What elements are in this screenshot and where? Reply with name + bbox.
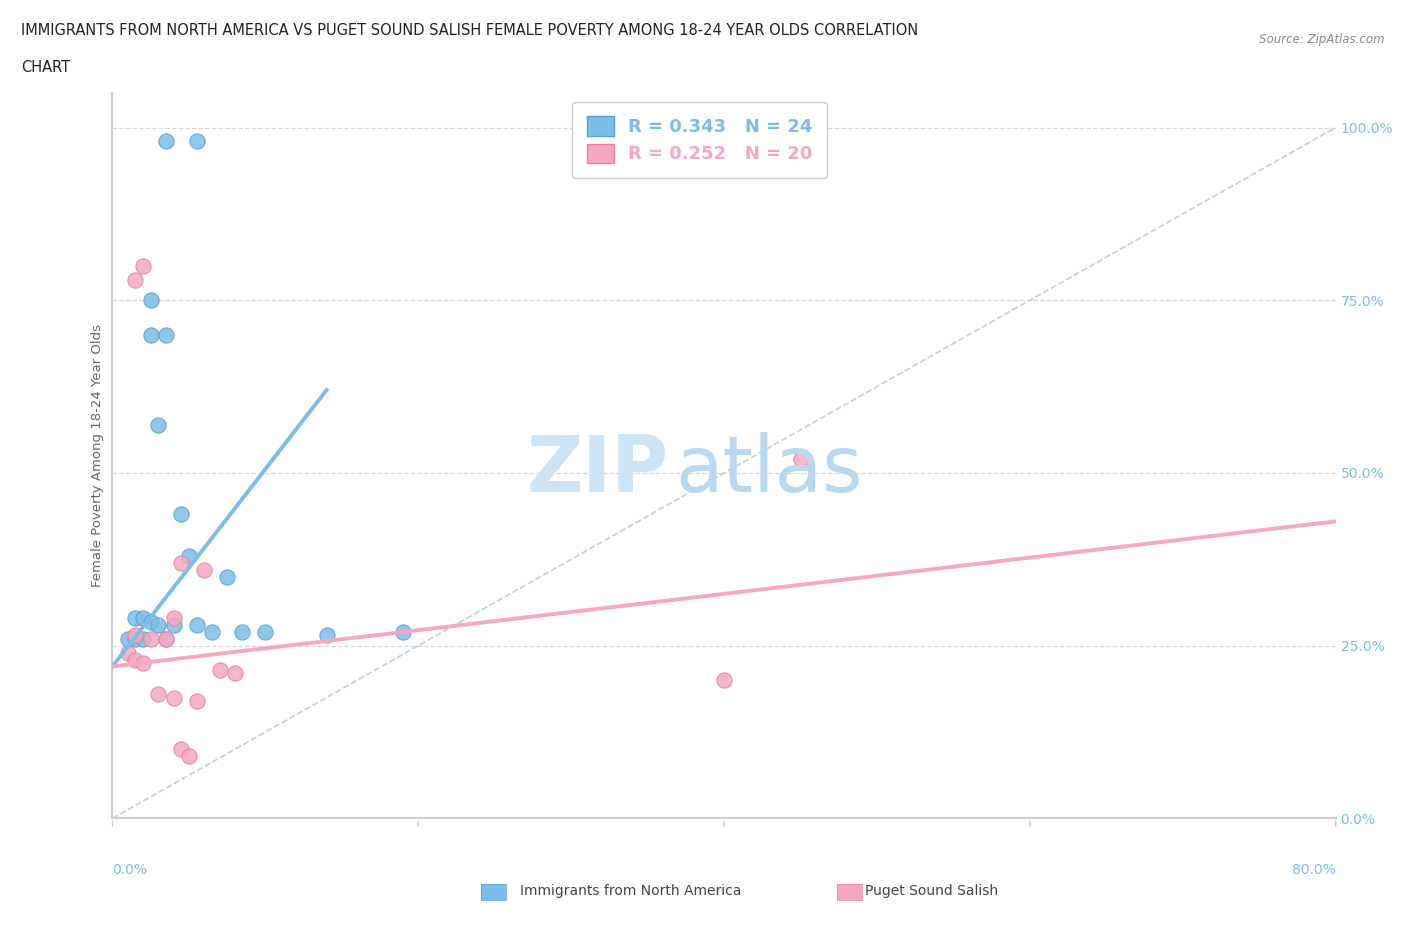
Point [217,569,239,584]
Point [139,293,162,308]
Point [124,611,146,626]
Point [117,631,139,646]
Point [177,749,200,764]
Point [132,631,155,646]
Point [124,652,146,667]
Text: CHART: CHART [21,60,70,75]
Point [224,666,246,681]
Text: Puget Sound Salish: Puget Sound Salish [865,884,998,898]
Text: 0.0%: 0.0% [112,863,148,877]
Point [155,631,177,646]
Point [139,327,162,342]
Point [124,631,146,646]
Point [193,563,215,578]
Point [713,672,735,687]
Point [148,686,170,701]
Point [117,645,139,660]
Point [392,624,415,639]
Point [132,656,155,671]
Point [201,624,224,639]
Point [208,662,231,677]
Point [132,259,155,273]
Point [186,618,208,632]
Point [170,555,193,570]
Point [170,742,193,757]
Point [148,618,170,632]
Point [177,549,200,564]
Legend: R = 0.343   N = 24, R = 0.252   N = 20: R = 0.343 N = 24, R = 0.252 N = 20 [572,102,827,178]
Point [163,690,186,705]
Point [186,134,208,149]
Point [163,618,186,632]
Point [789,452,811,467]
Point [155,631,177,646]
Point [132,611,155,626]
Point [155,134,177,149]
Text: ZIP: ZIP [527,432,669,508]
Point [155,327,177,342]
Y-axis label: Female Poverty Among 18-24 Year Olds: Female Poverty Among 18-24 Year Olds [91,325,104,587]
Point [124,628,146,643]
Text: atlas: atlas [675,432,863,508]
Point [315,628,337,643]
Point [148,418,170,432]
Point [186,694,208,709]
Point [139,631,162,646]
Text: Source: ZipAtlas.com: Source: ZipAtlas.com [1260,33,1385,46]
Point [163,611,186,626]
Point [139,614,162,629]
Point [124,272,146,287]
Point [170,507,193,522]
Point [231,624,253,639]
Text: 80.0%: 80.0% [1292,863,1336,877]
Text: Immigrants from North America: Immigrants from North America [520,884,741,898]
Point [254,624,277,639]
Text: IMMIGRANTS FROM NORTH AMERICA VS PUGET SOUND SALISH FEMALE POVERTY AMONG 18-24 Y: IMMIGRANTS FROM NORTH AMERICA VS PUGET S… [21,23,918,38]
